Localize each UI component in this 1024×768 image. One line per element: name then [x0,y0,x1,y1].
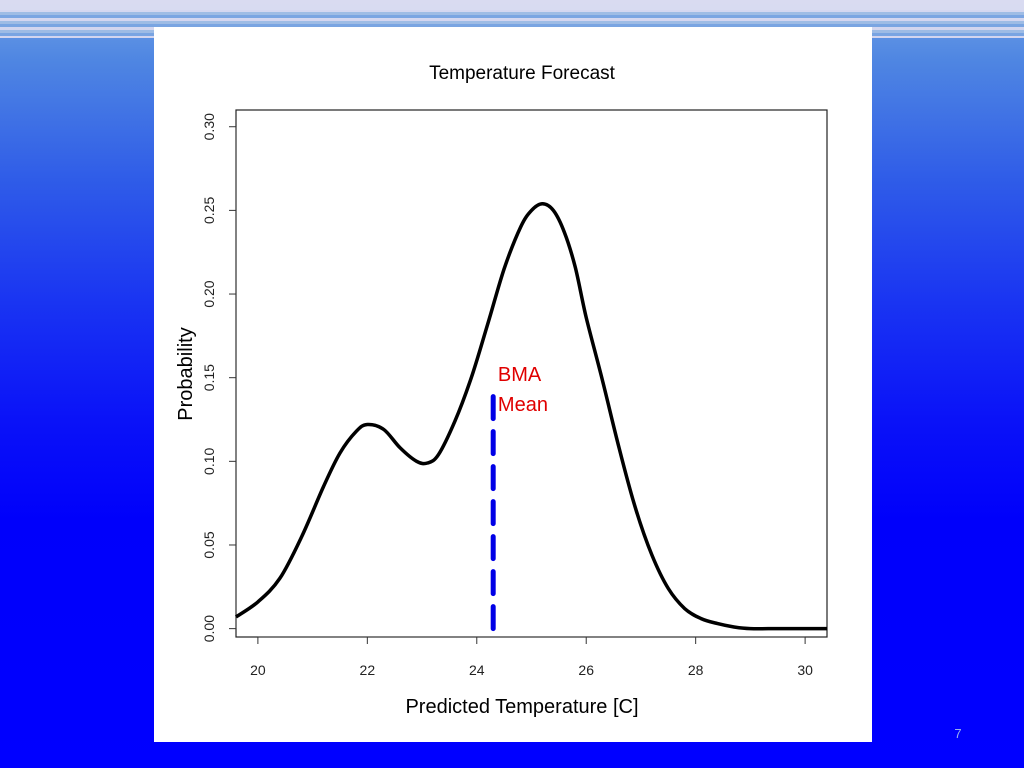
y-axis-label: Probability [175,327,197,420]
y-tick-label: 0.20 [201,280,217,307]
x-tick-label: 20 [250,662,266,678]
density-chart: Temperature Forecast 20 22 24 26 28 30 0.000.… [175,63,828,718]
mean-annotation: BMA [498,364,542,386]
x-tick-label: 24 [469,662,485,678]
y-tick-label: 0.25 [201,197,217,224]
x-tick-label: 28 [688,662,704,678]
y-axis: 0.00 0.05 0.10 0.15 0.20 0.25 0.30 [201,113,237,642]
x-tick-label: 22 [360,662,376,678]
y-tick-label: 0.00 [201,615,217,642]
annotation-layer: BMA Mean [490,364,548,632]
slide-number: 7 [954,726,962,741]
y-tick-label: 0.05 [201,531,217,558]
chart-panel: Temperature Forecast 20 22 24 26 28 30 0.00 0.… [154,27,872,742]
x-axis: 20 22 24 26 28 30 [250,636,813,678]
y-tick-label: 0.10 [201,447,217,474]
x-tick-label: 30 [797,662,813,678]
y-tick-label: 0.30 [201,113,217,140]
series-layer [235,201,827,631]
x-tick-label: 26 [578,662,594,678]
mean-annotation: Mean [498,394,548,416]
chart-title: Temperature Forecast [429,63,616,84]
x-axis-label: Predicted Temperature [C] [405,696,638,718]
density-curve [235,201,827,631]
y-tick-label: 0.15 [201,364,217,391]
